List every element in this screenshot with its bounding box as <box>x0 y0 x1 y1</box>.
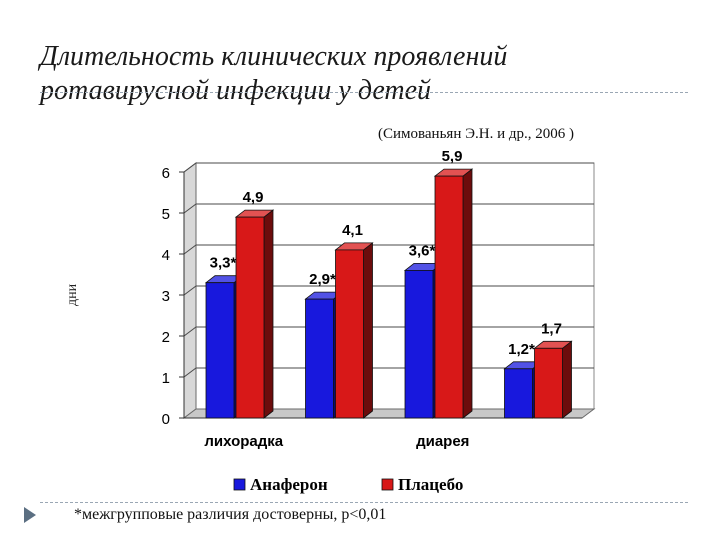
bullet-arrow-icon <box>24 507 36 523</box>
gridline <box>183 162 594 173</box>
footnote: *межгрупповые различия достоверны, p<0,0… <box>74 506 387 523</box>
bar <box>434 175 464 419</box>
data-label: 1,7 <box>541 320 562 337</box>
data-label: 3,6* <box>409 242 436 259</box>
y-tick-label: 5 <box>162 206 170 223</box>
y-tick-label: 3 <box>162 288 170 305</box>
x-category-label: диарея <box>416 433 469 450</box>
y-tick-label: 1 <box>162 370 170 387</box>
data-label: 1,2* <box>508 341 535 358</box>
y-tick-label: 0 <box>162 411 170 428</box>
legend-swatch <box>233 478 246 491</box>
data-label: 4,1 <box>342 222 363 239</box>
bar-side <box>363 242 373 419</box>
bar-side <box>462 168 473 419</box>
bar-side <box>562 340 572 419</box>
y-axis-label: дни <box>65 283 80 306</box>
y-tick-label: 6 <box>162 165 170 182</box>
legend-label: Анаферон <box>250 475 328 494</box>
footer-divider <box>40 502 688 503</box>
bar-chart: 0 1 2 3 4 5 6 дни 3,3* 4,9 лихорадка 2,9* 4,1 3,6* 5,9… <box>65 148 596 494</box>
bar <box>305 298 334 419</box>
legend-swatch <box>381 478 394 491</box>
bar <box>235 216 265 419</box>
bar <box>534 347 563 419</box>
y-tick-label: 4 <box>162 247 170 264</box>
x-category-label: лихорадка <box>204 433 283 450</box>
data-label: 5,9 <box>442 148 463 165</box>
bar <box>205 282 235 419</box>
page-title: Длительность клинических проявлений рота… <box>40 41 508 106</box>
y-tick-label: 2 <box>162 329 170 346</box>
bar <box>404 269 434 419</box>
bar <box>504 368 533 419</box>
legend-label: Плацебо <box>398 475 463 494</box>
title-divider <box>40 92 688 93</box>
data-label: 2,9* <box>309 271 336 288</box>
data-label: 3,3* <box>210 255 237 272</box>
data-label: 4,9 <box>243 189 264 206</box>
source-citation: (Симованьян Э.Н. и др., 2006 ) <box>378 126 574 142</box>
bar-side <box>263 209 274 419</box>
bar <box>335 249 364 419</box>
